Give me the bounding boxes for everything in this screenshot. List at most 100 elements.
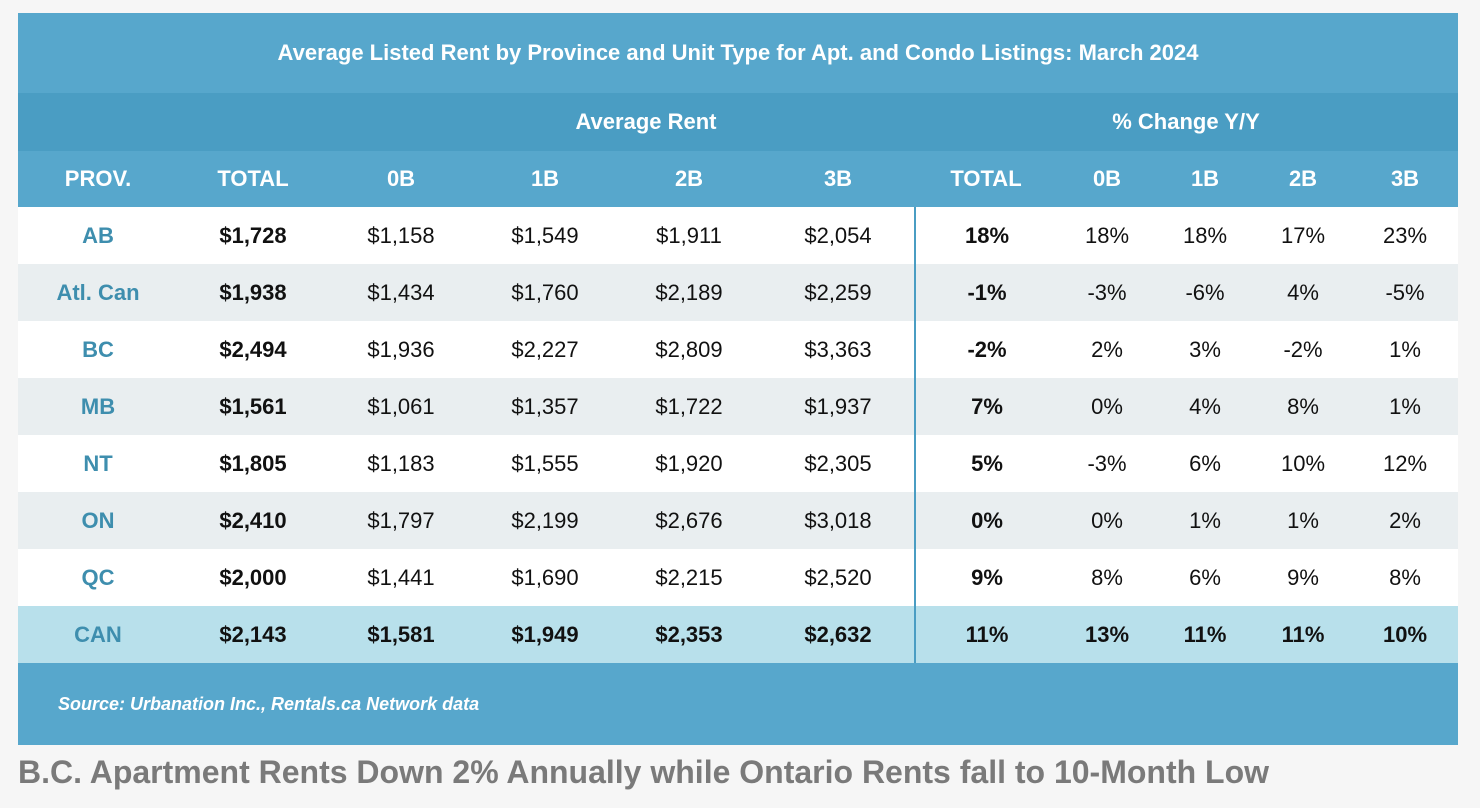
table-title: Average Listed Rent by Province and Unit…	[18, 13, 1458, 93]
value-cell-rent: $1,183	[367, 450, 435, 476]
value-cell-change: 13%	[1084, 621, 1130, 647]
value-cell-rent: $1,722	[655, 393, 723, 419]
value-cell-change: 17%	[1280, 222, 1326, 248]
value-cell-change: 4%	[1189, 393, 1221, 419]
value-cell-rent: $2,676	[655, 507, 723, 533]
value-cell-rent: $1,760	[511, 279, 579, 305]
value-cell-change: 18%	[1182, 222, 1228, 248]
value-cell-change: 6%	[1189, 450, 1221, 476]
value-cell-change: 8%	[1091, 564, 1123, 590]
value-cell-change: 4%	[1287, 279, 1319, 305]
province-cell: AB	[82, 222, 114, 248]
value-cell-change: 11%	[914, 606, 1058, 663]
value-cell-rent: $2,000	[219, 564, 287, 590]
value-cell-rent: $2,305	[804, 450, 872, 476]
province-cell: QC	[81, 564, 115, 590]
column-header-change-8: 1B	[1190, 166, 1220, 191]
value-cell-change: 6%	[1189, 564, 1221, 590]
table-row: MB $1,561 $1,061 $1,357 $1,722 $1,937 7% 0% 4% 8%…	[18, 378, 1458, 435]
value-cell-rent: $1,549	[511, 222, 579, 248]
province-cell: Atl. Can	[56, 279, 140, 305]
province-cell: BC	[82, 336, 114, 362]
value-cell-change: 11%	[1183, 621, 1227, 647]
value-cell-rent: $2,410	[219, 507, 287, 533]
value-cell-change: 0%	[1091, 507, 1123, 533]
value-cell-change: 2%	[1091, 336, 1123, 362]
value-cell-rent: $1,797	[367, 507, 435, 533]
value-cell-rent: $2,494	[219, 336, 287, 362]
table-row: NT $1,805 $1,183 $1,555 $1,920 $2,305 5% -3% 6% 1…	[18, 435, 1458, 492]
value-cell-rent: $1,441	[367, 564, 435, 590]
value-cell-change: -2%	[1283, 336, 1323, 362]
value-cell-change: 9%	[914, 549, 1058, 606]
column-header-change-9: 2B	[1288, 166, 1318, 191]
table-row: AB $1,728 $1,158 $1,549 $1,911 $2,054 18% 18% 18…	[18, 207, 1458, 264]
value-cell-rent: $3,363	[804, 336, 872, 362]
column-header-rent-3: 1B	[530, 166, 560, 191]
column-header-rent-5: 3B	[823, 166, 853, 191]
value-cell-rent: $1,936	[367, 336, 435, 362]
group-average-rent: Average Rent	[575, 109, 717, 134]
province-cell: MB	[80, 393, 116, 419]
page-headline: B.C. Apartment Rents Down 2% Annually wh…	[18, 754, 1270, 790]
value-cell-change: 5%	[914, 435, 1058, 492]
value-cell-change: 1%	[1389, 336, 1421, 362]
value-cell-change: -3%	[1087, 279, 1127, 305]
province-cell: CAN	[74, 621, 122, 647]
value-cell-rent: $1,555	[511, 450, 579, 476]
table-row: QC $2,000 $1,441 $1,690 $2,215 $2,520 9% 8% 6% 9%…	[18, 549, 1458, 606]
value-cell-rent: $2,143	[219, 621, 287, 647]
value-cell-change: 8%	[1287, 393, 1319, 419]
column-header-prov-0: PROV.	[64, 166, 132, 191]
column-group-row: Average Rent % Change Y/Y	[18, 93, 1458, 151]
value-cell-rent: $1,949	[511, 621, 579, 647]
value-cell-change: 18%	[1084, 222, 1130, 248]
value-cell-change: 2%	[1389, 507, 1421, 533]
source-note: Source: Urbanation Inc., Rentals.ca Netw…	[18, 663, 1458, 745]
value-cell-rent: $2,259	[804, 279, 872, 305]
column-header-rent-1: TOTAL	[217, 166, 289, 191]
value-cell-change: 23%	[1382, 222, 1428, 248]
column-header-rent-2: 0B	[386, 166, 416, 191]
value-cell-rent: $1,357	[511, 393, 579, 419]
province-cell: NT	[83, 450, 113, 476]
value-cell-rent: $1,805	[219, 450, 287, 476]
value-cell-change: 10%	[1382, 621, 1428, 647]
value-cell-rent: $2,520	[804, 564, 872, 590]
value-cell-change: 9%	[1287, 564, 1319, 590]
value-cell-change: 7%	[914, 378, 1058, 435]
table-row-national-total: CAN $2,143 $1,581 $1,949 $2,353 $2,632 11% 13% 1…	[18, 606, 1458, 663]
value-cell-change: -3%	[1087, 450, 1127, 476]
value-cell-rent: $1,911	[656, 222, 722, 248]
value-cell-change: 3%	[1189, 336, 1221, 362]
table-row: ON $2,410 $1,797 $2,199 $2,676 $3,018 0% 0% 1% 1%…	[18, 492, 1458, 549]
value-cell-rent: $1,061	[367, 393, 435, 419]
table-body: AB $1,728 $1,158 $1,549 $1,911 $2,054 18% 18% 18…	[18, 207, 1458, 663]
value-cell-rent: $1,937	[804, 393, 872, 419]
value-cell-rent: $1,938	[219, 279, 287, 305]
column-header-rent-4: 2B	[674, 166, 704, 191]
value-cell-change: 8%	[1389, 564, 1421, 590]
value-cell-rent: $1,728	[219, 222, 287, 248]
column-header-change-7: 0B	[1092, 166, 1122, 191]
value-cell-change: 1%	[1389, 393, 1421, 419]
column-header-change-6: TOTAL	[950, 166, 1022, 191]
group-percent-change: % Change Y/Y	[1112, 109, 1260, 134]
value-cell-rent: $1,581	[367, 621, 435, 647]
value-cell-change: -5%	[1385, 279, 1425, 305]
value-cell-change: 0%	[1091, 393, 1123, 419]
value-cell-change: 18%	[914, 207, 1058, 264]
value-cell-rent: $1,434	[367, 279, 435, 305]
value-cell-change: 1%	[1287, 507, 1319, 533]
rent-table-panel: Average Listed Rent by Province and Unit…	[18, 13, 1458, 745]
value-cell-rent: $2,809	[655, 336, 723, 362]
value-cell-rent: $2,215	[655, 564, 723, 590]
value-cell-change: -2%	[914, 321, 1058, 378]
value-cell-change: -1%	[914, 264, 1058, 321]
value-cell-rent: $1,920	[655, 450, 723, 476]
value-cell-change: 12%	[1382, 450, 1428, 476]
province-cell: ON	[81, 507, 115, 533]
column-header-row: PROV. TOTAL 0B 1B 2B 3B TOTAL 0B 1B 2B 3B	[18, 151, 1458, 207]
value-cell-rent: $2,189	[655, 279, 723, 305]
value-cell-rent: $2,227	[511, 336, 579, 362]
